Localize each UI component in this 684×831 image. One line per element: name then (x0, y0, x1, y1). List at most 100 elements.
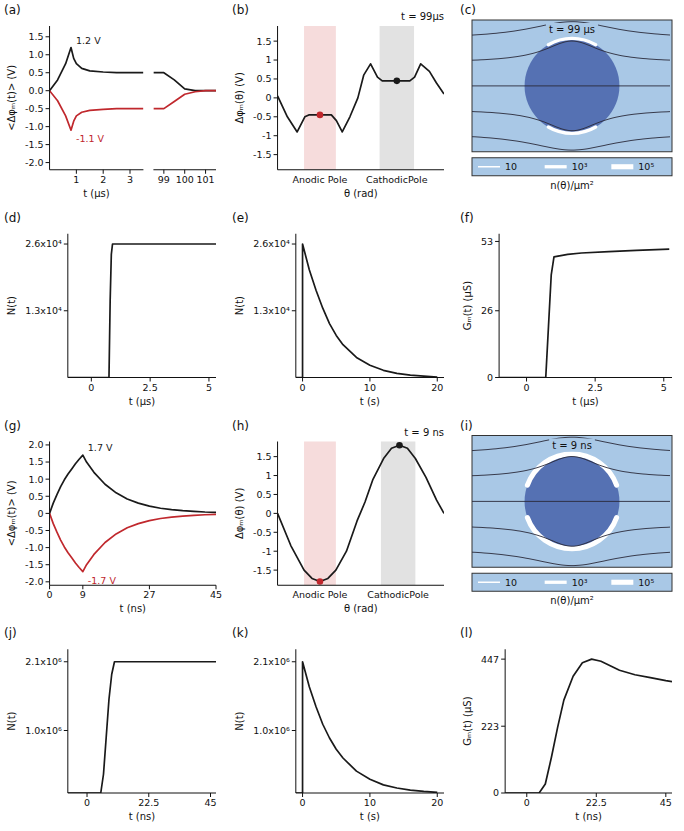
y-tick-label: 2.0 (28, 439, 43, 450)
y-axis-title: N(t) (6, 711, 17, 730)
y-tick-label: -2.0 (25, 157, 44, 168)
diagram-area (472, 22, 670, 150)
y-axis-title: Δφₘ(θ) (V) (234, 488, 245, 540)
y-axis (67, 234, 68, 378)
y-tick-label: -0.5 (253, 527, 272, 538)
y-tick-label: 0 (493, 787, 499, 798)
field-line (472, 112, 670, 131)
y-tick-label: 2.1x10⁶ (253, 656, 290, 667)
panel-letter: (h) (232, 419, 249, 433)
series-line (50, 48, 144, 91)
series-line (278, 64, 444, 132)
y-axis (295, 649, 296, 793)
y-axis-title: <Δφₘ(t)> (V) (6, 65, 17, 131)
region-label: CathodicPole (367, 589, 429, 600)
plot-area (68, 244, 216, 377)
y-tick (46, 126, 50, 127)
x-axis (68, 793, 216, 794)
y-tick-label: 2.1x10⁶ (25, 656, 62, 667)
x-axis-title: t (s) (360, 811, 380, 822)
y-tick-label: 1 (266, 470, 272, 481)
field-line (472, 437, 670, 450)
x-tick-label: 2 (100, 174, 106, 185)
colorbar (472, 158, 672, 176)
diagram-title: t = 9 ns (552, 440, 592, 451)
y-tick-label: 223 (481, 721, 499, 732)
field-line (472, 137, 670, 150)
panel-letter: (a) (4, 3, 21, 17)
y-tick (274, 532, 278, 533)
y-tick (274, 60, 278, 61)
y-tick-label: 0.5 (28, 67, 43, 78)
y-tick (292, 244, 296, 245)
y-tick (46, 36, 50, 37)
colorbar-swatch (611, 164, 633, 169)
x-tick-label: 10 (364, 382, 376, 393)
y-tick (501, 793, 505, 794)
pore-density-arc (527, 454, 616, 485)
panel-letter: (i) (460, 419, 473, 433)
x-tick-label: 3 (127, 174, 133, 185)
x-axis (50, 169, 144, 170)
marker-point (396, 442, 403, 449)
x-axis-title: t (μs) (83, 188, 110, 199)
x-axis (278, 585, 444, 586)
x-tick-label: 0 (300, 797, 306, 808)
colorbar-tick-label: 10⁵ (638, 577, 654, 588)
chart: 99100101 (153, 73, 216, 185)
x-tick-label: 2.5 (143, 382, 158, 393)
x-tick-label: 0 (524, 382, 530, 393)
x-tick-label: 10 (364, 797, 376, 808)
y-tick-label: -1.5 (25, 559, 44, 570)
y-tick (46, 72, 50, 73)
x-axis-title: θ (rad) (344, 188, 378, 199)
y-tick-label: 0.0 (28, 85, 43, 96)
y-tick-label: 1.5 (28, 456, 43, 467)
y-tick-label: 0 (487, 372, 493, 383)
y-tick (46, 90, 50, 91)
x-tick-label: 9 (80, 589, 86, 600)
y-tick-label: -1.5 (253, 149, 272, 160)
y-axis-title: Gₘ(t) (μS) (462, 281, 473, 330)
x-axis-title: t (μs) (129, 396, 156, 407)
region (380, 26, 414, 170)
x-tick-label: 22.5 (586, 797, 607, 808)
y-tick (64, 661, 68, 662)
x-tick-label: 101 (196, 174, 214, 185)
y-tick-label: -1.5 (25, 139, 44, 150)
y-tick (495, 310, 499, 311)
colorbar-swatch (545, 581, 567, 584)
panel-letter: (d) (4, 211, 21, 225)
field-line (472, 41, 670, 60)
y-tick-label: 1.0x10⁶ (25, 725, 62, 736)
series-line (50, 513, 216, 571)
x-tick-label: 0 (47, 589, 53, 600)
field-line (472, 457, 670, 476)
chart: 022.5451.0x10⁶2.1x10⁶t (ns) (25, 649, 216, 822)
y-tick (274, 475, 278, 476)
region-label: CathodicPole (366, 174, 428, 185)
plot-area (50, 455, 216, 571)
y-axis-title: Gₘ(t) (μS) (462, 696, 473, 745)
series-line (296, 662, 437, 793)
colorbar-tick-label: 10⁵ (638, 161, 654, 172)
y-tick (46, 547, 50, 548)
y-tick (46, 530, 50, 531)
colorbar-swatch (545, 165, 567, 168)
annotation: -1.7 V (88, 575, 117, 586)
y-tick (274, 494, 278, 495)
chart: Anodic PoleCathodicPole-1.5-1-0.500.511.… (253, 11, 444, 199)
field-line (472, 85, 670, 86)
y-tick (46, 54, 50, 55)
diagram-title: t = 99 µs (549, 24, 595, 35)
y-axis-title: N(t) (234, 296, 245, 315)
colorbar (472, 573, 672, 591)
y-tick-label: 1.3x10⁴ (25, 305, 62, 316)
chart: 010201.3x10⁴2.6x10⁴t (s) (253, 234, 444, 407)
y-tick-label: -0.5 (25, 525, 44, 536)
y-tick (46, 144, 50, 145)
y-tick (274, 78, 278, 79)
x-tick-label: 0 (300, 382, 306, 393)
annotation: 1.2 V (76, 35, 101, 46)
series-line (296, 244, 437, 377)
